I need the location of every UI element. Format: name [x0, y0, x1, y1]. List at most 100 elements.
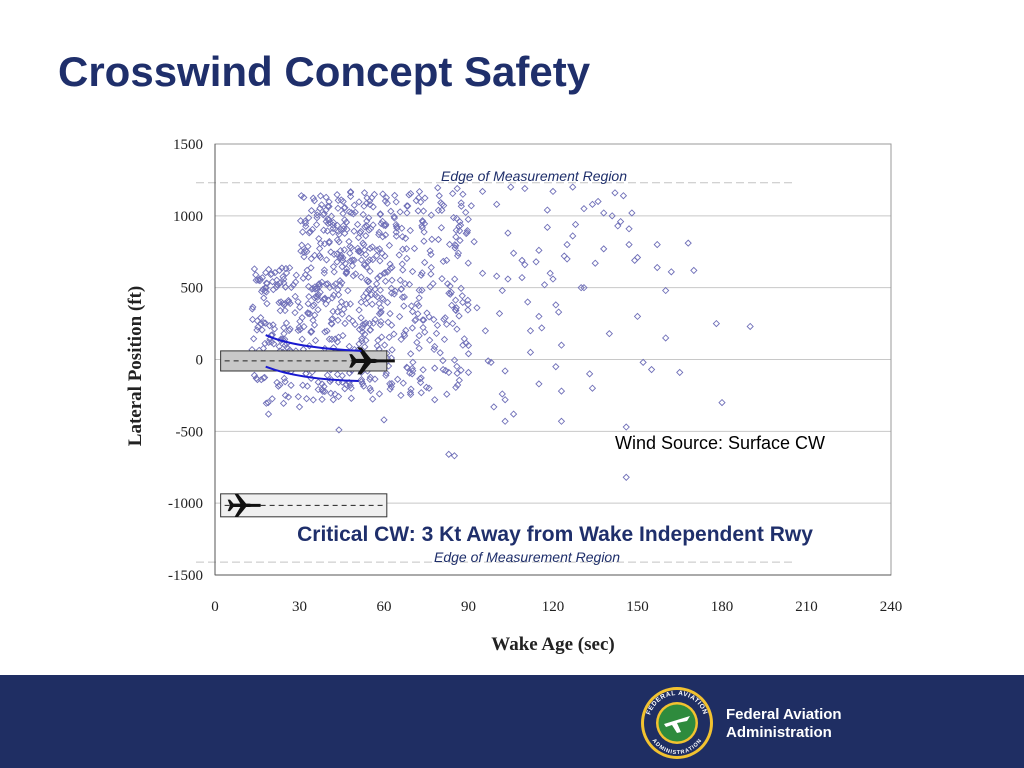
data-point — [408, 267, 417, 276]
data-point — [265, 338, 273, 346]
data-point — [334, 204, 342, 212]
data-point — [314, 306, 322, 314]
data-point — [415, 344, 423, 352]
data-point — [464, 296, 472, 304]
data-point — [322, 300, 330, 308]
data-point — [308, 285, 316, 293]
data-point — [311, 251, 319, 259]
data-point — [261, 339, 269, 348]
data-point — [580, 205, 588, 213]
data-point — [379, 295, 387, 303]
data-point — [501, 417, 509, 425]
data-point — [397, 285, 406, 293]
data-point — [343, 268, 351, 276]
data-point — [302, 222, 310, 230]
data-point — [296, 217, 305, 225]
data-point — [339, 331, 347, 340]
data-point — [346, 257, 355, 265]
data-point — [317, 201, 326, 209]
data-point — [334, 316, 342, 324]
data-point — [365, 214, 373, 222]
data-point — [316, 253, 325, 262]
data-point — [260, 373, 269, 382]
data-point — [309, 396, 317, 404]
data-point — [375, 228, 383, 236]
data-point — [431, 342, 439, 351]
data-point — [342, 300, 351, 308]
data-point — [676, 368, 684, 377]
data-point — [279, 273, 287, 281]
data-point — [712, 319, 721, 328]
data-point — [454, 249, 463, 257]
data-point — [457, 366, 465, 374]
data-point — [341, 319, 349, 328]
data-point — [335, 238, 343, 246]
data-point — [398, 233, 407, 241]
data-point — [306, 310, 314, 318]
data-point — [256, 275, 264, 283]
data-point — [588, 384, 597, 392]
data-point — [395, 312, 404, 321]
data-point — [354, 244, 362, 252]
data-point — [435, 192, 443, 200]
data-point — [335, 426, 343, 434]
data-point — [399, 379, 407, 387]
data-point — [323, 327, 331, 335]
data-point — [392, 220, 400, 229]
data-point — [375, 310, 384, 318]
data-point — [280, 374, 288, 383]
data-point — [364, 278, 372, 286]
data-point — [382, 369, 391, 377]
data-point — [625, 225, 633, 233]
data-point — [449, 189, 457, 198]
data-point — [415, 286, 423, 294]
data-point — [343, 225, 351, 234]
data-point — [453, 325, 461, 333]
data-point — [450, 356, 459, 364]
data-point — [427, 270, 435, 278]
agency-name-line1: Federal Aviation — [726, 706, 842, 723]
data-point — [260, 294, 268, 302]
data-point — [412, 196, 420, 205]
data-point — [569, 183, 577, 191]
data-point — [464, 215, 472, 223]
plot-frame — [214, 143, 892, 576]
data-point — [254, 323, 262, 331]
y-tick-label: 500 — [181, 281, 204, 297]
data-point — [282, 269, 291, 277]
data-point — [257, 287, 266, 296]
data-point — [279, 335, 287, 343]
data-point — [407, 302, 416, 310]
data-point — [625, 240, 633, 249]
data-point — [427, 263, 435, 272]
data-point — [299, 381, 307, 389]
data-point — [409, 358, 417, 366]
data-point — [362, 319, 370, 327]
data-point — [414, 310, 422, 318]
scatter-chart: 1500 1000 500 0 -500 -1000 -1500 0 30 60 90 120 150 1… — [125, 137, 902, 655]
data-point — [535, 380, 543, 388]
data-point — [333, 236, 342, 244]
measurement-edges — [196, 182, 792, 563]
data-point — [347, 394, 355, 402]
data-point — [272, 283, 281, 291]
data-point — [329, 224, 337, 233]
data-point — [387, 207, 395, 215]
data-point — [410, 244, 419, 253]
data-point — [416, 375, 424, 383]
data-point — [442, 256, 451, 264]
data-point — [457, 199, 465, 207]
data-point — [407, 350, 415, 358]
data-point — [300, 322, 308, 331]
x-tick-label: 210 — [795, 599, 818, 615]
data-point — [325, 202, 333, 211]
edge-top-annotation: Edge of Measurement Region — [441, 168, 627, 184]
data-point — [300, 248, 308, 256]
data-point — [540, 281, 549, 289]
data-point — [419, 316, 427, 324]
data-point — [653, 240, 661, 249]
data-point — [662, 334, 670, 342]
data-point — [331, 335, 339, 343]
data-point — [455, 312, 463, 320]
data-point — [357, 249, 365, 257]
